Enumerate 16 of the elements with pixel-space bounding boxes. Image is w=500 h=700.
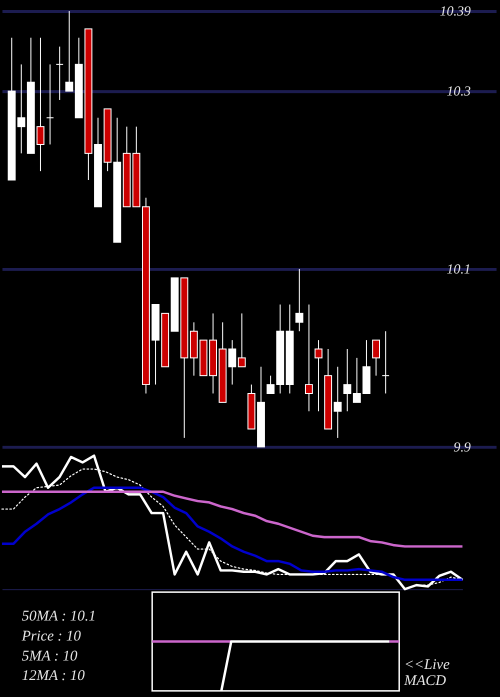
candlestick [46,64,54,145]
candlestick [304,304,313,412]
candlestick [382,330,390,394]
candlestick [56,46,64,100]
candlestick [314,340,322,412]
candlestick [343,348,352,412]
candlestick [65,10,74,92]
candlestick [238,312,246,368]
y-tick-label: 10.1 [446,261,471,276]
y-tick-label: 10.39 [440,3,471,18]
y-tick-label: 10.3 [446,84,471,99]
candlestick [372,340,380,376]
candlestick [228,340,236,386]
text: <<Live MACD [403,657,450,689]
y-tick-label: 9.9 [454,439,471,454]
candlestick [295,268,304,332]
